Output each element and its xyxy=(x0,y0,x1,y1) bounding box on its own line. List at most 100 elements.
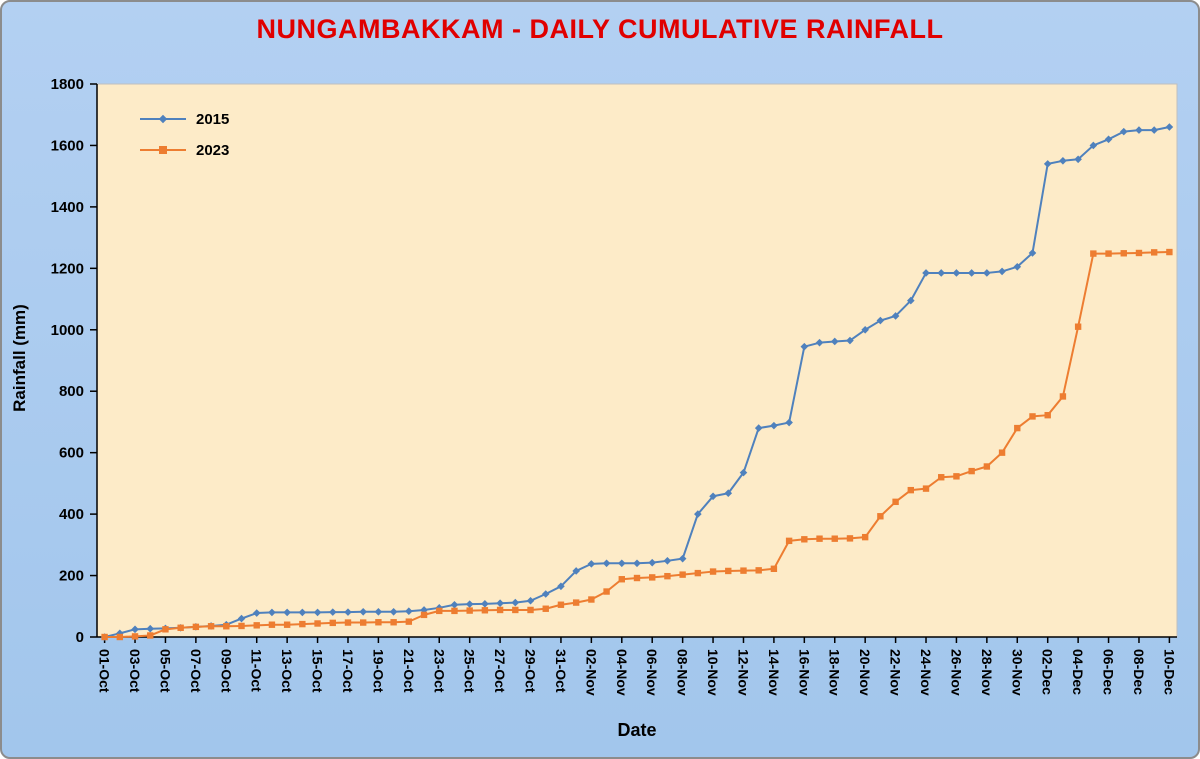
series-2023-marker xyxy=(496,606,504,614)
series-2015-marker xyxy=(496,599,504,608)
series-2023-marker xyxy=(679,571,686,578)
y-tick-label: 1600 xyxy=(51,137,84,154)
series-2023-marker xyxy=(785,537,793,545)
series-2023-marker xyxy=(740,567,747,574)
series-2015-marker xyxy=(617,559,626,568)
series-2023-marker xyxy=(223,623,230,630)
x-tick-label: 22-Nov xyxy=(888,649,904,696)
series-2015-marker xyxy=(511,598,520,607)
series-2015-marker xyxy=(1028,249,1037,257)
series-2023-marker xyxy=(253,622,260,629)
series-2023-marker xyxy=(938,474,945,481)
series-2015-marker xyxy=(374,608,383,616)
series-2023-marker xyxy=(162,626,169,633)
y-tick-label: 1400 xyxy=(51,199,84,216)
series-2015-marker xyxy=(465,600,474,608)
x-tick-label: 03-Oct xyxy=(127,649,143,693)
series-2015-marker xyxy=(557,582,565,591)
series-2015-marker xyxy=(648,558,657,567)
series-2023-marker xyxy=(481,607,489,614)
series-2023-marker xyxy=(527,606,534,614)
series-2015-marker xyxy=(252,609,261,617)
series-2023-marker xyxy=(1044,411,1051,419)
series-2023-marker xyxy=(420,611,428,619)
legend-label-2023: 2023 xyxy=(196,142,229,159)
plot-area xyxy=(96,83,1178,638)
x-tick-label: 08-Dec xyxy=(1131,649,1147,695)
series-2015-marker xyxy=(359,608,367,616)
series-2023-marker xyxy=(101,633,108,641)
series-2023-marker xyxy=(709,568,717,575)
series-2015-marker xyxy=(328,608,337,616)
series-2023-marker xyxy=(207,623,215,630)
series-2015-marker xyxy=(131,625,139,634)
series-2023-marker xyxy=(983,463,991,470)
series-2015-marker xyxy=(1135,126,1143,134)
series-2023-marker xyxy=(192,623,200,631)
series-2015-marker xyxy=(298,608,307,617)
x-tick-label: 04-Dec xyxy=(1070,649,1086,695)
series-2023-marker xyxy=(542,605,549,612)
x-tick-label: 21-Oct xyxy=(401,649,417,693)
series-2023-marker xyxy=(329,619,336,627)
series-2023-marker xyxy=(116,633,124,641)
series-2015-marker xyxy=(739,468,748,477)
x-tick-label: 30-Nov xyxy=(1009,649,1025,696)
series-2023-marker xyxy=(892,498,899,506)
series-2015-marker xyxy=(937,269,946,277)
series-2023-marker xyxy=(755,567,762,574)
series-2023-marker xyxy=(375,619,382,626)
series-2015-marker xyxy=(237,614,246,623)
legend-marker-2015 xyxy=(158,114,168,124)
series-2023-marker xyxy=(1074,323,1082,330)
series-2023-marker xyxy=(907,486,915,494)
series-2023-marker xyxy=(344,619,352,626)
series-2015-marker xyxy=(846,336,854,345)
series-2023-marker xyxy=(618,576,625,583)
y-tick-label: 600 xyxy=(59,445,84,462)
x-tick-label: 10-Nov xyxy=(705,649,721,696)
series-2023-marker xyxy=(572,599,580,606)
x-tick-label: 06-Dec xyxy=(1101,649,1117,695)
series-2015-marker xyxy=(724,489,733,498)
y-tick-label: 1200 xyxy=(51,260,84,277)
series-2015-marker xyxy=(405,607,413,615)
series-2023-marker xyxy=(770,565,778,572)
series-2015-marker xyxy=(344,608,352,616)
series-2023-marker xyxy=(390,619,397,626)
x-tick-label: 15-Oct xyxy=(310,649,326,693)
x-tick-label: 13-Oct xyxy=(279,649,295,693)
x-tick-label: 08-Nov xyxy=(675,649,691,696)
x-tick-label: 29-Oct xyxy=(523,649,539,693)
series-2023-marker xyxy=(131,633,139,640)
series-2015-marker xyxy=(1150,126,1158,134)
series-2023-marker xyxy=(831,535,838,542)
series-2023-marker xyxy=(1014,424,1021,432)
x-tick-label: 02-Nov xyxy=(583,649,599,696)
series-2015-marker xyxy=(694,510,702,518)
x-tick-label: 31-Oct xyxy=(553,649,569,693)
chart-title: NUNGAMBAKKAM - DAILY CUMULATIVE RAINFALL xyxy=(256,14,944,44)
series-2015-marker xyxy=(998,267,1006,276)
series-2015-marker xyxy=(952,269,961,277)
x-axis-title: Date xyxy=(617,720,657,740)
series-2023-marker xyxy=(405,618,413,625)
series-2015-marker xyxy=(967,269,976,277)
series-2015-marker xyxy=(663,557,672,565)
series-2015-marker xyxy=(1119,127,1128,136)
x-tick-label: 18-Nov xyxy=(827,649,843,696)
series-2023-marker xyxy=(649,574,656,581)
series-2015-marker xyxy=(633,559,641,568)
series-2015-marker xyxy=(1043,160,1052,168)
series-2023-marker xyxy=(588,596,595,603)
series-2015-marker xyxy=(800,342,809,351)
x-tick-label: 24-Nov xyxy=(918,649,934,696)
x-tick-label: 02-Dec xyxy=(1040,649,1056,695)
series-2023-marker xyxy=(1120,250,1127,257)
series-2015-marker xyxy=(907,296,915,305)
y-tick-label: 1000 xyxy=(51,322,84,339)
x-tick-label: 17-Oct xyxy=(340,649,356,693)
series-2023-marker xyxy=(436,607,443,615)
x-tick-label: 23-Oct xyxy=(431,649,447,693)
